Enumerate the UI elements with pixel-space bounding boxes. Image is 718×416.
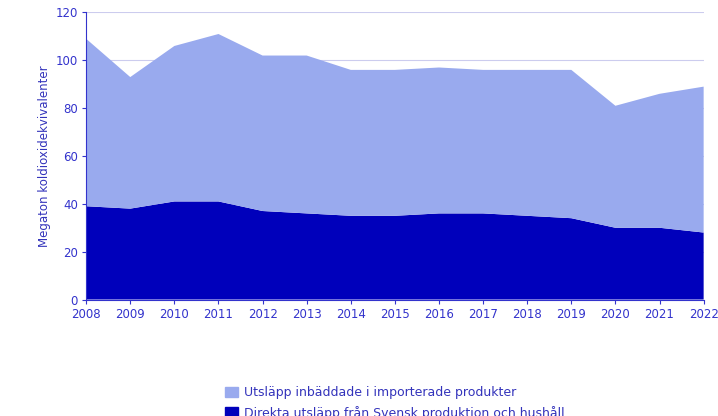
- Y-axis label: Megaton koldioxidekvivalenter: Megaton koldioxidekvivalenter: [38, 65, 51, 247]
- Legend: Utsläpp inbäddade i importerade produkter, Direkta utsläpp från Svensk produktio: Utsläpp inbäddade i importerade produkte…: [225, 386, 564, 416]
